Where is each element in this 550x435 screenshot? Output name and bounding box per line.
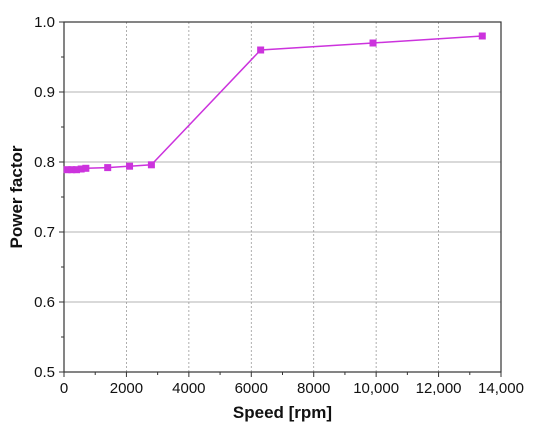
x-tick-label: 2000 [110, 380, 143, 397]
y-tick-label: 0.5 [34, 364, 55, 381]
y-tick-label: 0.9 [34, 84, 55, 101]
x-tick-label: 0 [60, 380, 68, 397]
data-point-marker [126, 162, 134, 170]
data-point-marker [104, 164, 112, 172]
series-line [67, 35, 483, 171]
x-tick-label: 4000 [172, 380, 205, 397]
data-point-marker [77, 165, 85, 173]
data-point-marker [369, 39, 377, 47]
x-tick-labels: 0 2000 4000 6000 8000 10,000 12,000 14,000 [60, 380, 524, 397]
data-point-marker [257, 46, 265, 54]
y-tick-label: 1.0 [34, 14, 55, 31]
x-tick-label: 14,000 [478, 380, 524, 397]
data-point-marker [147, 161, 155, 169]
data-point-marker [82, 164, 90, 172]
data-point-marker [63, 166, 71, 174]
data-point-marker [478, 32, 486, 40]
x-tick-label: 8000 [297, 380, 330, 397]
y-tick-label: 0.6 [34, 294, 55, 311]
y-axis-title: Power factor [7, 145, 26, 248]
axis-ticks [59, 21, 502, 377]
data-point-marker [72, 166, 80, 174]
x-tick-label: 10,000 [353, 380, 399, 397]
grid-lines [64, 22, 501, 372]
plot-area-frame [63, 21, 502, 373]
data-point-marker [68, 166, 76, 174]
data-series [63, 32, 486, 174]
x-axis-title: Speed [rpm] [233, 403, 332, 422]
y-tick-label: 0.7 [34, 224, 55, 241]
x-tick-label: 12,000 [416, 380, 462, 397]
y-tick-label: 0.8 [34, 154, 55, 171]
x-tick-label: 6000 [235, 380, 268, 397]
y-tick-labels: 0.5 0.6 0.7 0.8 0.9 1.0 [34, 14, 55, 381]
